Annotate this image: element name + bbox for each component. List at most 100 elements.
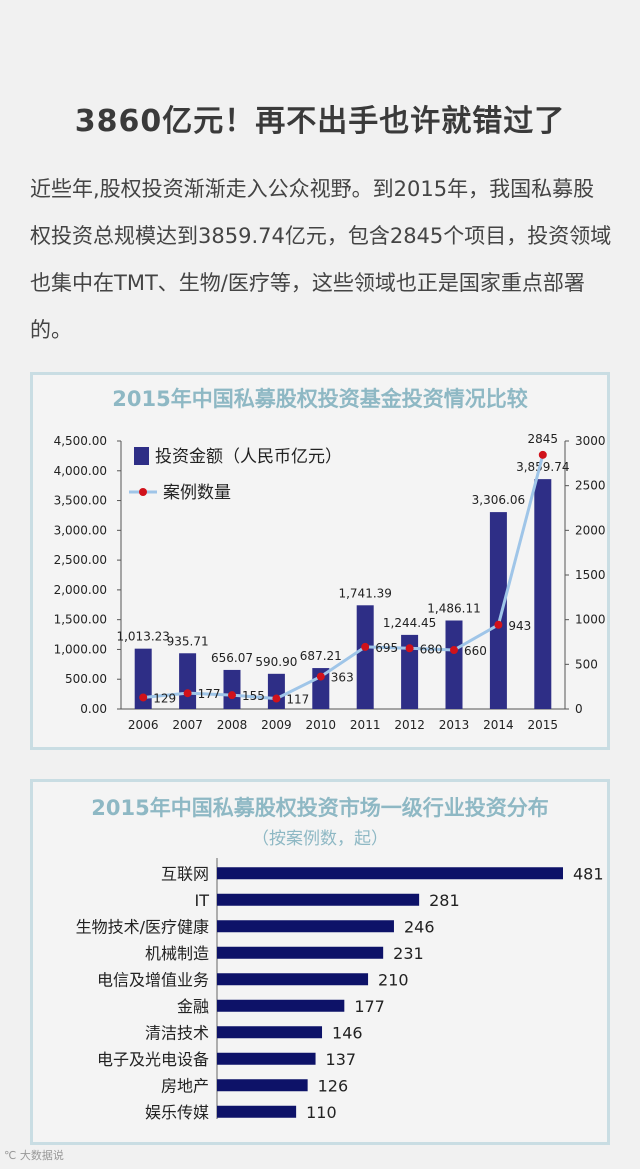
- line-value-label: 680: [420, 642, 443, 656]
- right-tick-label: 2000: [575, 523, 606, 537]
- line-value-label: 177: [198, 687, 221, 701]
- right-tick-label: 2500: [575, 479, 606, 493]
- bar: [217, 893, 420, 906]
- bar: [217, 1026, 323, 1039]
- industry-chart: 互联网 481 IT 281 生物技术/医疗健康 246 机械制造 231 电信及增值业务 210…: [76, 858, 604, 1122]
- line-point: [183, 689, 192, 698]
- line-value-label: 660: [464, 644, 487, 658]
- bar-value-label: 3,306.06: [472, 493, 525, 507]
- x-tick-label: 2009: [261, 718, 292, 732]
- line-point: [361, 642, 370, 651]
- x-tick-label: 2007: [172, 718, 203, 732]
- line-value-label: 155: [242, 689, 265, 703]
- line-value-label: 129: [153, 691, 176, 705]
- bar-value-label: 110: [306, 1103, 337, 1122]
- bar-value-label: 1,244.45: [383, 616, 436, 630]
- bar-value-label: 935.71: [167, 634, 209, 648]
- watermark: ℃ 大数据说: [4, 1149, 64, 1162]
- bar: [179, 653, 197, 709]
- x-tick-label: 2011: [350, 718, 381, 732]
- bar-value-label: 210: [378, 970, 409, 989]
- bar-value-label: 687.21: [300, 649, 342, 663]
- left-tick-label: 4,500.00: [54, 434, 107, 448]
- combo-chart-title: 2015年中国私募股权投资基金投资情况比较: [112, 387, 528, 411]
- bar: [217, 1052, 316, 1065]
- bar: [223, 669, 241, 709]
- combo-chart-panel: 2015年中国私募股权投资基金投资情况比较 0.00 500.00 1,000.00…: [30, 372, 610, 750]
- category-label: 娱乐传媒: [145, 1103, 209, 1122]
- combo-chart: 0.00 500.00 1,000.00 1,500.00 2,000.00 2,500.…: [54, 432, 606, 732]
- left-tick-label: 500.00: [65, 672, 107, 686]
- bar: [134, 648, 152, 709]
- category-label: 房地产: [161, 1076, 209, 1095]
- line-point: [450, 646, 458, 655]
- line-point: [538, 450, 547, 459]
- category-label: 电信及增值业务: [97, 970, 209, 989]
- bar-value-label: 590.90: [255, 655, 297, 669]
- bar-value-label: 1,741.39: [338, 586, 391, 600]
- bar: [445, 620, 463, 709]
- category-label: 电子及光电设备: [97, 1050, 209, 1069]
- right-tick-label: 0: [575, 702, 583, 716]
- bar: [217, 920, 394, 933]
- bar-value-label: 281: [429, 891, 460, 910]
- line-point: [405, 644, 414, 653]
- x-tick-label: 2010: [306, 718, 337, 732]
- left-tick-label: 3,000.00: [54, 523, 107, 537]
- bar: [217, 973, 369, 986]
- left-tick-label: 4,000.00: [54, 464, 107, 478]
- x-tick-label: 2012: [394, 718, 425, 732]
- bar-value-label: 177: [354, 997, 385, 1016]
- left-tick-label: 1,000.00: [54, 642, 107, 656]
- left-tick-label: 1,500.00: [54, 613, 107, 627]
- line-point: [494, 620, 503, 629]
- category-label: IT: [195, 891, 210, 910]
- line-value-label: 943: [508, 619, 531, 633]
- bar: [401, 634, 419, 709]
- line-point: [228, 691, 236, 700]
- legend-bar-label: 投资金额（人民币亿元）: [155, 447, 342, 467]
- bar: [489, 512, 507, 709]
- category-label: 互联网: [161, 864, 209, 883]
- bar: [217, 946, 384, 959]
- line-value-label: 117: [286, 693, 309, 707]
- x-tick-label: 2015: [528, 718, 559, 732]
- bar-value-label: 1,013.23: [116, 630, 169, 644]
- x-tick-label: 2006: [128, 718, 159, 732]
- line-point: [139, 693, 148, 702]
- line-value-label: 363: [331, 671, 354, 685]
- left-tick-label: 3,500.00: [54, 494, 107, 508]
- category-label: 金融: [177, 997, 209, 1016]
- bar-value-label: 3,859.74: [516, 460, 569, 474]
- industry-chart-title: 2015年中国私募股权投资市场一级行业投资分布: [91, 796, 549, 820]
- industry-chart-panel: 2015年中国私募股权投资市场一级行业投资分布 （按案例数，起） 互联网 481 I…: [30, 779, 610, 1145]
- legend-bar-swatch: [134, 447, 149, 465]
- bar-value-label: 137: [326, 1050, 357, 1069]
- x-tick-label: 2014: [483, 718, 514, 732]
- legend-line-marker: [139, 488, 147, 496]
- x-tick-label: 2008: [217, 718, 248, 732]
- legend-line-label: 案例数量: [163, 483, 231, 503]
- category-label: 清洁技术: [145, 1023, 209, 1042]
- bar-value-label: 146: [332, 1023, 363, 1042]
- x-tick-label: 2013: [439, 718, 470, 732]
- bar: [217, 867, 563, 880]
- bar-value-label: 481: [573, 864, 604, 883]
- line-point: [316, 672, 325, 681]
- bar: [267, 673, 285, 709]
- bar: [217, 1105, 297, 1118]
- case-count-line: [143, 454, 545, 701]
- bar: [534, 479, 552, 709]
- bar-value-label: 231: [393, 944, 424, 963]
- category-label: 生物技术/医疗健康: [76, 917, 209, 936]
- bar-value-label: 246: [404, 917, 435, 936]
- category-label: 机械制造: [145, 944, 209, 963]
- right-tick-label: 1000: [575, 613, 606, 627]
- bar: [356, 605, 374, 709]
- left-tick-label: 2,500.00: [54, 553, 107, 567]
- bar-value-label: 126: [318, 1076, 349, 1095]
- right-tick-label: 3000: [575, 434, 606, 448]
- bar-value-label: 656.07: [211, 651, 253, 665]
- bar-value-label: 1,486.11: [427, 601, 480, 615]
- left-tick-label: 0.00: [80, 702, 107, 716]
